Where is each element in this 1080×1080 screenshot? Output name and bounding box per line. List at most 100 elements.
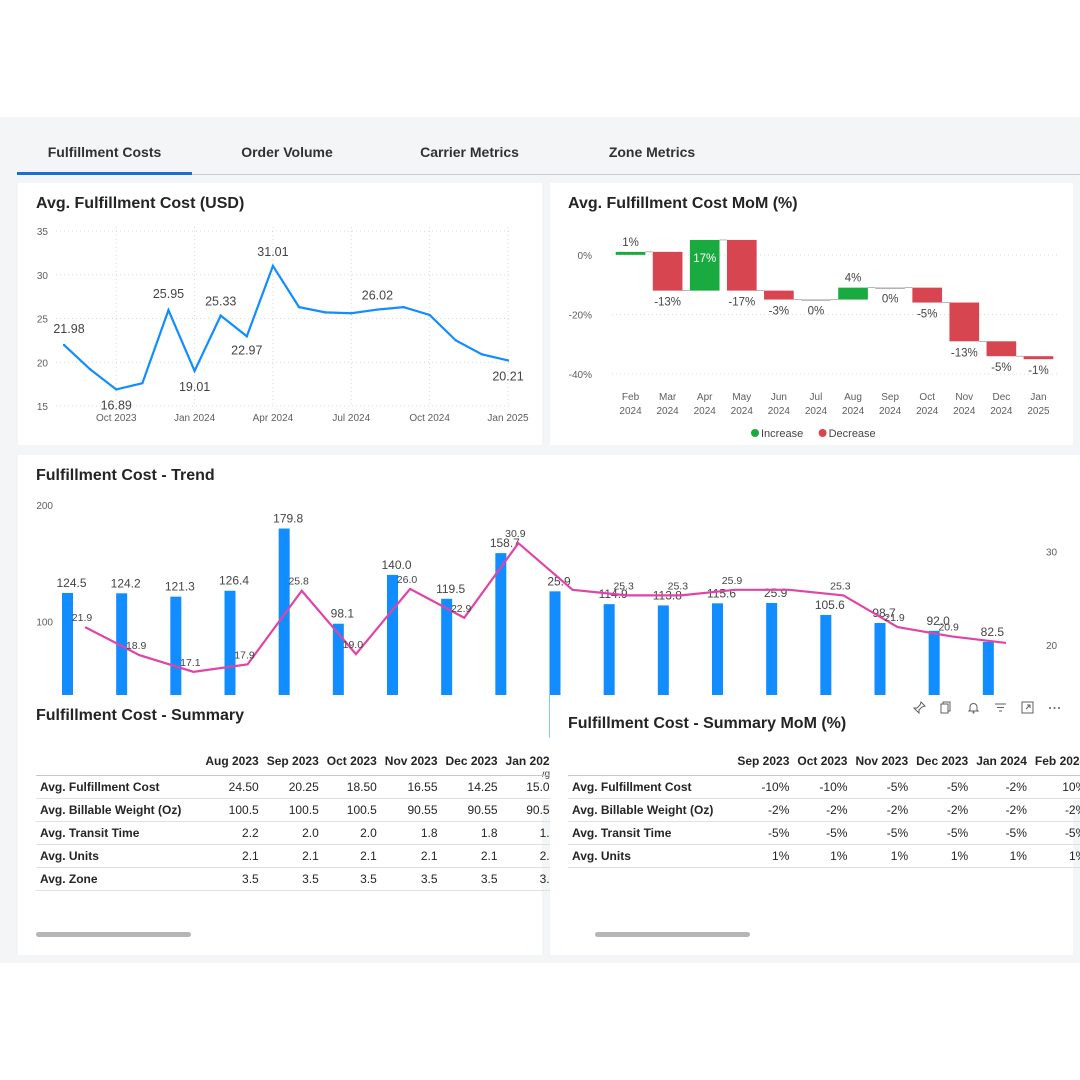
summary-mom-table[interactable]: Sep 2023 Oct 2023 Nov 2023 Dec 2023 Jan 2024… <box>568 747 1080 868</box>
line-data-label: 25.3 <box>613 580 634 592</box>
table-cell: 100.5 <box>322 798 381 822</box>
tab-fulfillment-costs[interactable]: Fulfillment Costs <box>17 117 192 175</box>
table-cell: 2.0 <box>262 821 323 845</box>
corner-header <box>568 747 733 775</box>
data-point <box>376 308 379 311</box>
table-cell: -5% <box>851 775 913 799</box>
mom-waterfall-chart[interactable]: 0% -20% -40% 1% Feb 2024 -13% Mar 2024 17% Apr 2024… <box>550 183 1073 445</box>
column-header[interactable]: Feb 2024 <box>1034 753 1080 768</box>
line-data-label: 18.9 <box>126 640 147 652</box>
data-label: -13% <box>654 297 681 309</box>
weight-bar <box>982 641 994 738</box>
column-header[interactable]: Sep 2023 <box>737 753 790 768</box>
column-header[interactable]: Jan 2024 <box>976 753 1027 768</box>
table-cell: -2% <box>972 798 1031 822</box>
table-cell: 90.55 <box>380 798 442 822</box>
pin-icon[interactable] <box>912 701 926 715</box>
tab-carrier-metrics[interactable]: Carrier Metrics <box>420 144 519 160</box>
data-label: -3% <box>769 306 789 318</box>
column-header[interactable]: Sep 2023 <box>266 753 319 768</box>
tab-order-volume[interactable]: Order Volume <box>241 144 333 160</box>
avg-cost-card[interactable]: Avg. Fulfillment Cost (USD) 15 20 25 30 35 Oc… <box>18 183 542 445</box>
x-tick-label: 2024 <box>731 406 754 417</box>
data-point <box>219 314 222 317</box>
table-row: Avg. Transit Time-5%-5%-5%-5%-5%-5% <box>568 821 1080 845</box>
data-point <box>271 264 275 268</box>
table-cell: 16.55 <box>380 775 442 799</box>
data-label: 21.98 <box>53 322 84 336</box>
row-header[interactable]: Avg. Billable Weight (Oz) <box>568 798 734 822</box>
data-point <box>141 382 144 385</box>
data-label: 16.89 <box>101 398 132 412</box>
bell-icon[interactable] <box>967 701 980 714</box>
y-tick-label: 0% <box>578 251 593 262</box>
filter-icon[interactable] <box>994 701 1007 714</box>
x-tick-label: 2024 <box>768 406 791 417</box>
column-header[interactable]: Nov 2023 <box>384 753 438 768</box>
weight-bar <box>278 528 290 738</box>
table-cell: 3.5 <box>322 867 381 891</box>
copy-icon[interactable] <box>940 701 953 714</box>
legend-label: Decrease <box>829 428 876 440</box>
table-cell: 3.5 <box>201 867 263 891</box>
column-header[interactable]: Aug 2023 <box>205 753 259 768</box>
legend-marker <box>751 429 759 437</box>
table-cell: 90.55 <box>441 798 502 822</box>
table-cell: -5% <box>912 775 973 799</box>
more-options-icon[interactable] <box>1048 701 1061 714</box>
x-tick-label: 2024 <box>990 406 1013 417</box>
focus-mode-icon[interactable] <box>1021 701 1034 714</box>
column-header[interactable]: Oct 2023 <box>797 753 848 768</box>
row-header[interactable]: Avg. Zone <box>36 867 202 891</box>
column-header[interactable]: Jan 2024 <box>505 753 557 768</box>
data-point <box>428 313 431 317</box>
x-tick-label: Sep <box>881 392 899 403</box>
waterfall-bar <box>875 287 905 289</box>
summary-mom-horizontal-scrollbar[interactable] <box>595 932 750 937</box>
table-cell: 1% <box>851 844 913 868</box>
summary-card[interactable]: Fulfillment Cost - Summary Aug 2023 Sep 2… <box>18 695 561 955</box>
summary-mom-card[interactable]: Fulfillment Cost - Summary MoM (%) Sep 2… <box>550 695 1080 955</box>
row-header[interactable]: Avg. Units <box>568 844 734 868</box>
column-header[interactable]: Oct 2023 <box>326 753 377 768</box>
row-header[interactable]: Avg. Units <box>36 844 202 868</box>
avg-cost-line-chart[interactable]: 15 20 25 30 35 Oct 2023 Jan 2024 Apr 2024 Jul 20… <box>18 183 542 445</box>
line-data-label: 30.9 <box>505 528 526 540</box>
x-tick-label: 2024 <box>953 406 976 417</box>
y-tick-label: 20 <box>37 358 49 369</box>
table-cell: 1.8 <box>441 821 502 845</box>
summary-table[interactable]: Aug 2023 Sep 2023 Oct 2023 Nov 2023 Dec 2023… <box>36 747 561 891</box>
cost-trend-line <box>84 541 1007 673</box>
table-cell: -2% <box>912 798 973 822</box>
legend-label: Increase <box>761 428 803 440</box>
bar-data-label: 121.3 <box>165 580 195 594</box>
weight-bar <box>874 623 886 738</box>
x-tick-label: Nov <box>955 392 973 403</box>
column-header[interactable]: Dec 2023 <box>916 753 969 768</box>
mom-card[interactable]: Avg. Fulfillment Cost MoM (%) 0% -20% -40%… <box>550 183 1073 445</box>
weight-bar <box>116 593 128 738</box>
summary-title: Fulfillment Cost - Summary <box>36 707 245 724</box>
waterfall-bar <box>986 341 1017 357</box>
data-point <box>115 388 118 391</box>
column-header[interactable]: Dec 2023 <box>445 753 498 768</box>
weight-bar <box>224 590 236 738</box>
table-cell: 2.1 <box>322 844 381 868</box>
tab-zone-metrics[interactable]: Zone Metrics <box>608 144 696 160</box>
weight-bar <box>766 602 778 738</box>
table-cell: 90.55 <box>501 798 561 822</box>
summary-horizontal-scrollbar[interactable] <box>36 932 191 937</box>
bar-data-label: 105.6 <box>815 598 845 612</box>
row-header[interactable]: Avg. Transit Time <box>36 821 202 845</box>
data-point <box>297 305 301 309</box>
data-point <box>350 312 353 315</box>
row-header[interactable]: Avg. Transit Time <box>568 821 734 845</box>
row-header[interactable]: Avg. Billable Weight (Oz) <box>36 798 202 822</box>
column-header[interactable]: Nov 2023 <box>855 753 909 768</box>
table-cell: 1% <box>972 844 1031 868</box>
row-header[interactable]: Avg. Fulfillment Cost <box>36 775 202 799</box>
row-header[interactable]: Avg. Fulfillment Cost <box>568 775 734 799</box>
data-label: -5% <box>991 362 1011 374</box>
weight-bar <box>549 591 561 738</box>
